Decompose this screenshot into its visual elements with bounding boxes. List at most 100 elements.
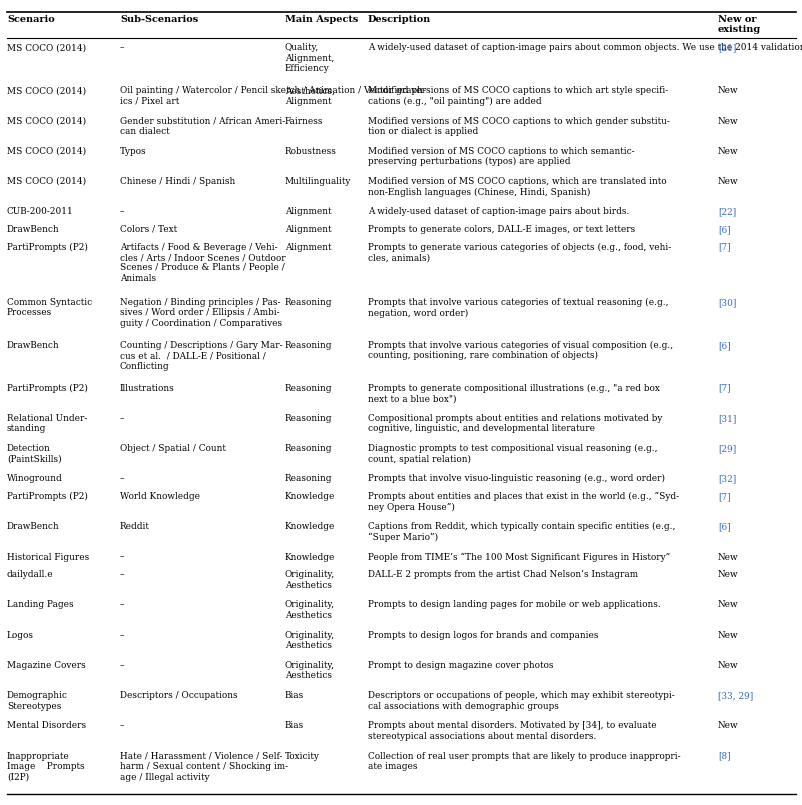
Text: Mental Disorders: Mental Disorders xyxy=(7,721,86,730)
Text: Toxicity: Toxicity xyxy=(285,752,319,761)
Text: –: – xyxy=(119,414,124,423)
Text: Reasoning: Reasoning xyxy=(285,341,332,350)
Text: Reasoning: Reasoning xyxy=(285,384,332,393)
Text: MS COCO (2014): MS COCO (2014) xyxy=(7,117,86,126)
Text: [30]: [30] xyxy=(717,298,735,307)
Text: Demographic
Stereotypes: Demographic Stereotypes xyxy=(7,691,68,711)
Text: Modified versions of MS COCO captions to which art style specifi-
cations (e.g.,: Modified versions of MS COCO captions to… xyxy=(367,86,667,105)
Text: DrawBench: DrawBench xyxy=(7,341,59,350)
Text: –: – xyxy=(119,43,124,52)
Text: DrawBench: DrawBench xyxy=(7,225,59,234)
Text: –: – xyxy=(119,474,124,483)
Text: [6]: [6] xyxy=(717,225,730,234)
Text: –: – xyxy=(119,601,124,609)
Text: Common Syntactic
Processes: Common Syntactic Processes xyxy=(7,298,92,317)
Text: Prompts to generate various categories of objects (e.g., food, vehi-
cles, anima: Prompts to generate various categories o… xyxy=(367,242,670,262)
Text: Prompts to design logos for brands and companies: Prompts to design logos for brands and c… xyxy=(367,631,597,640)
Text: Aesthetics,
Alignment: Aesthetics, Alignment xyxy=(285,86,334,105)
Text: [8]: [8] xyxy=(717,752,730,761)
Text: Counting / Descriptions / Gary Mar-
cus et al.  / DALL-E / Positional /
Conflict: Counting / Descriptions / Gary Mar- cus … xyxy=(119,341,282,370)
Text: Landing Pages: Landing Pages xyxy=(7,601,74,609)
Text: Bias: Bias xyxy=(285,721,304,730)
Text: Alignment: Alignment xyxy=(285,225,331,234)
Text: Knowledge: Knowledge xyxy=(285,522,335,531)
Text: –: – xyxy=(119,661,124,670)
Text: Hate / Harassment / Violence / Self-
harm / Sexual content / Shocking im-
age / : Hate / Harassment / Violence / Self- har… xyxy=(119,752,288,782)
Text: Prompts that involve visuo-linguistic reasoning (e.g., word order): Prompts that involve visuo-linguistic re… xyxy=(367,474,664,484)
Text: A widely-used dataset of caption-image pairs about birds.: A widely-used dataset of caption-image p… xyxy=(367,207,629,217)
Text: CUB-200-2011: CUB-200-2011 xyxy=(7,207,74,217)
Text: People from TIME’s “The 100 Most Significant Figures in History”: People from TIME’s “The 100 Most Signifi… xyxy=(367,552,670,562)
Text: Inappropriate
Image    Prompts
(I2P): Inappropriate Image Prompts (I2P) xyxy=(7,752,84,782)
Text: Chinese / Hindi / Spanish: Chinese / Hindi / Spanish xyxy=(119,177,235,186)
Text: Artifacts / Food & Beverage / Vehi-
cles / Arts / Indoor Scenes / Outdoor
Scenes: Artifacts / Food & Beverage / Vehi- cles… xyxy=(119,242,286,283)
Text: New: New xyxy=(717,147,738,156)
Text: Originality,
Aesthetics: Originality, Aesthetics xyxy=(285,631,334,650)
Text: Quality,
Alignment,
Efficiency: Quality, Alignment, Efficiency xyxy=(285,43,334,73)
Text: New: New xyxy=(717,177,738,186)
Text: Knowledge: Knowledge xyxy=(285,492,335,501)
Text: Colors / Text: Colors / Text xyxy=(119,225,177,234)
Text: Prompts about entities and places that exist in the world (e.g., “Syd-
ney Opera: Prompts about entities and places that e… xyxy=(367,492,678,512)
Text: New: New xyxy=(717,570,738,580)
Text: MS COCO (2014): MS COCO (2014) xyxy=(7,43,86,52)
Text: PartiPrompts (P2): PartiPrompts (P2) xyxy=(7,492,87,502)
Text: Modified version of MS COCO captions, which are translated into
non-English lang: Modified version of MS COCO captions, wh… xyxy=(367,177,666,196)
Text: Diagnostic prompts to test compositional visual reasoning (e.g.,
count, spatial : Diagnostic prompts to test compositional… xyxy=(367,444,657,464)
Text: MS COCO (2014): MS COCO (2014) xyxy=(7,147,86,156)
Text: Detection
(PaintSkills): Detection (PaintSkills) xyxy=(7,444,62,464)
Text: New: New xyxy=(717,117,738,126)
Text: Modified version of MS COCO captions to which semantic-
preserving perturbations: Modified version of MS COCO captions to … xyxy=(367,147,634,167)
Text: Prompts to design landing pages for mobile or web applications.: Prompts to design landing pages for mobi… xyxy=(367,601,660,609)
Text: [33, 29]: [33, 29] xyxy=(717,691,752,700)
Text: Reasoning: Reasoning xyxy=(285,474,332,483)
Text: Reasoning: Reasoning xyxy=(285,444,332,453)
Text: –: – xyxy=(119,721,124,730)
Text: Negation / Binding principles / Pas-
sives / Word order / Ellipsis / Ambi-
guity: Negation / Binding principles / Pas- siv… xyxy=(119,298,282,328)
Text: PartiPrompts (P2): PartiPrompts (P2) xyxy=(7,384,87,393)
Text: –: – xyxy=(119,570,124,580)
Text: [29]: [29] xyxy=(717,444,735,453)
Text: New: New xyxy=(717,661,738,670)
Text: Reasoning: Reasoning xyxy=(285,414,332,423)
Text: Originality,
Aesthetics: Originality, Aesthetics xyxy=(285,661,334,680)
Text: [7]: [7] xyxy=(717,492,730,501)
Text: A widely-used dataset of caption-image pairs about common objects. We use the 20: A widely-used dataset of caption-image p… xyxy=(367,43,802,52)
Text: Prompt to design magazine cover photos: Prompt to design magazine cover photos xyxy=(367,661,553,670)
Text: Typos: Typos xyxy=(119,147,147,156)
Text: Prompts to generate compositional illustrations (e.g., "a red box
next to a blue: Prompts to generate compositional illust… xyxy=(367,384,659,403)
Text: Knowledge: Knowledge xyxy=(285,552,335,562)
Text: Fairness: Fairness xyxy=(285,117,323,126)
Text: Sub-Scenarios: Sub-Scenarios xyxy=(119,15,198,24)
Text: Reddit: Reddit xyxy=(119,522,150,531)
Text: [6]: [6] xyxy=(717,341,730,350)
Text: [31]: [31] xyxy=(717,414,735,423)
Text: Winoground: Winoground xyxy=(7,474,63,483)
Text: dailydall.e: dailydall.e xyxy=(7,570,54,580)
Text: Robustness: Robustness xyxy=(285,147,337,156)
Text: Prompts to generate colors, DALL-E images, or text letters: Prompts to generate colors, DALL-E image… xyxy=(367,225,634,234)
Text: Historical Figures: Historical Figures xyxy=(7,552,89,562)
Text: Originality,
Aesthetics: Originality, Aesthetics xyxy=(285,601,334,620)
Text: [21]: [21] xyxy=(717,43,735,52)
Text: New: New xyxy=(717,631,738,640)
Text: Oil painting / Watercolor / Pencil sketch / Animation / Vector graph-
ics / Pixe: Oil painting / Watercolor / Pencil sketc… xyxy=(119,86,425,105)
Text: Captions from Reddit, which typically contain specific entities (e.g.,
“Super Ma: Captions from Reddit, which typically co… xyxy=(367,522,674,543)
Text: Illustrations: Illustrations xyxy=(119,384,175,393)
Text: Multilinguality: Multilinguality xyxy=(285,177,351,186)
Text: [7]: [7] xyxy=(717,384,730,393)
Text: –: – xyxy=(119,631,124,640)
Text: Prompts that involve various categories of visual composition (e.g.,
counting, p: Prompts that involve various categories … xyxy=(367,341,672,361)
Text: Scenario: Scenario xyxy=(7,15,55,24)
Text: Descriptors or occupations of people, which may exhibit stereotypi-
cal associat: Descriptors or occupations of people, wh… xyxy=(367,691,674,711)
Text: Main Aspects: Main Aspects xyxy=(285,15,358,24)
Text: Prompts that involve various categories of textual reasoning (e.g.,
negation, wo: Prompts that involve various categories … xyxy=(367,298,668,318)
Text: Originality,
Aesthetics: Originality, Aesthetics xyxy=(285,570,334,589)
Text: Compositional prompts about entities and relations motivated by
cognitive, lingu: Compositional prompts about entities and… xyxy=(367,414,662,433)
Text: DALL-E 2 prompts from the artist Chad Nelson’s Instagram: DALL-E 2 prompts from the artist Chad Ne… xyxy=(367,570,638,580)
Text: MS COCO (2014): MS COCO (2014) xyxy=(7,177,86,186)
Text: Modified versions of MS COCO captions to which gender substitu-
tion or dialect : Modified versions of MS COCO captions to… xyxy=(367,117,669,136)
Text: Alignment: Alignment xyxy=(285,207,331,217)
Text: [7]: [7] xyxy=(717,242,730,252)
Text: Bias: Bias xyxy=(285,691,304,700)
